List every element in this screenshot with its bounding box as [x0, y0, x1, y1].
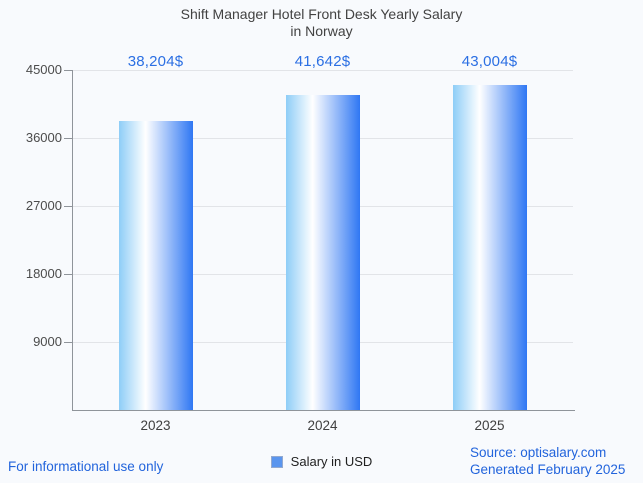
source-link[interactable]: Source: optisalary.com	[470, 445, 607, 460]
bar-2025[interactable]	[452, 85, 527, 410]
disclaimer-text: For informational use only	[8, 459, 164, 474]
y-axis-tick	[64, 206, 72, 207]
bar-2024[interactable]	[285, 95, 360, 410]
y-axis-tick	[64, 138, 72, 139]
y-axis-label: 45000	[25, 62, 62, 77]
legend-marker-icon	[270, 455, 283, 468]
y-axis-label: 9000	[33, 334, 62, 349]
value-label: 43,004$	[461, 53, 518, 70]
y-axis-label: 18000	[25, 266, 62, 281]
y-axis-label: 27000	[25, 198, 62, 213]
x-axis-label: 2024	[307, 418, 338, 433]
value-label: 41,642$	[294, 53, 351, 70]
legend-label: Salary in USD	[290, 454, 373, 469]
bar-2023[interactable]	[118, 121, 193, 410]
y-axis-tick	[64, 70, 72, 71]
x-axis-label: 2023	[140, 418, 171, 433]
generated-date: Generated February 2025	[470, 462, 626, 477]
chart-title-line2: in Norway	[290, 23, 353, 39]
y-axis-label: 36000	[25, 130, 62, 145]
chart-title-line1: Shift Manager Hotel Front Desk Yearly Sa…	[180, 6, 463, 22]
x-axis-line	[72, 410, 575, 411]
y-axis-tick	[64, 342, 72, 343]
x-axis-label: 2025	[474, 418, 505, 433]
legend: Salary in USD	[0, 454, 643, 469]
source-block: Source: optisalary.com Generated Februar…	[470, 444, 625, 478]
y-axis-line	[72, 70, 73, 410]
value-label: 38,204$	[127, 53, 184, 70]
y-axis-tick	[64, 274, 72, 275]
chart-title: Shift Manager Hotel Front Desk Yearly Sa…	[0, 6, 643, 40]
gridline	[72, 70, 573, 71]
